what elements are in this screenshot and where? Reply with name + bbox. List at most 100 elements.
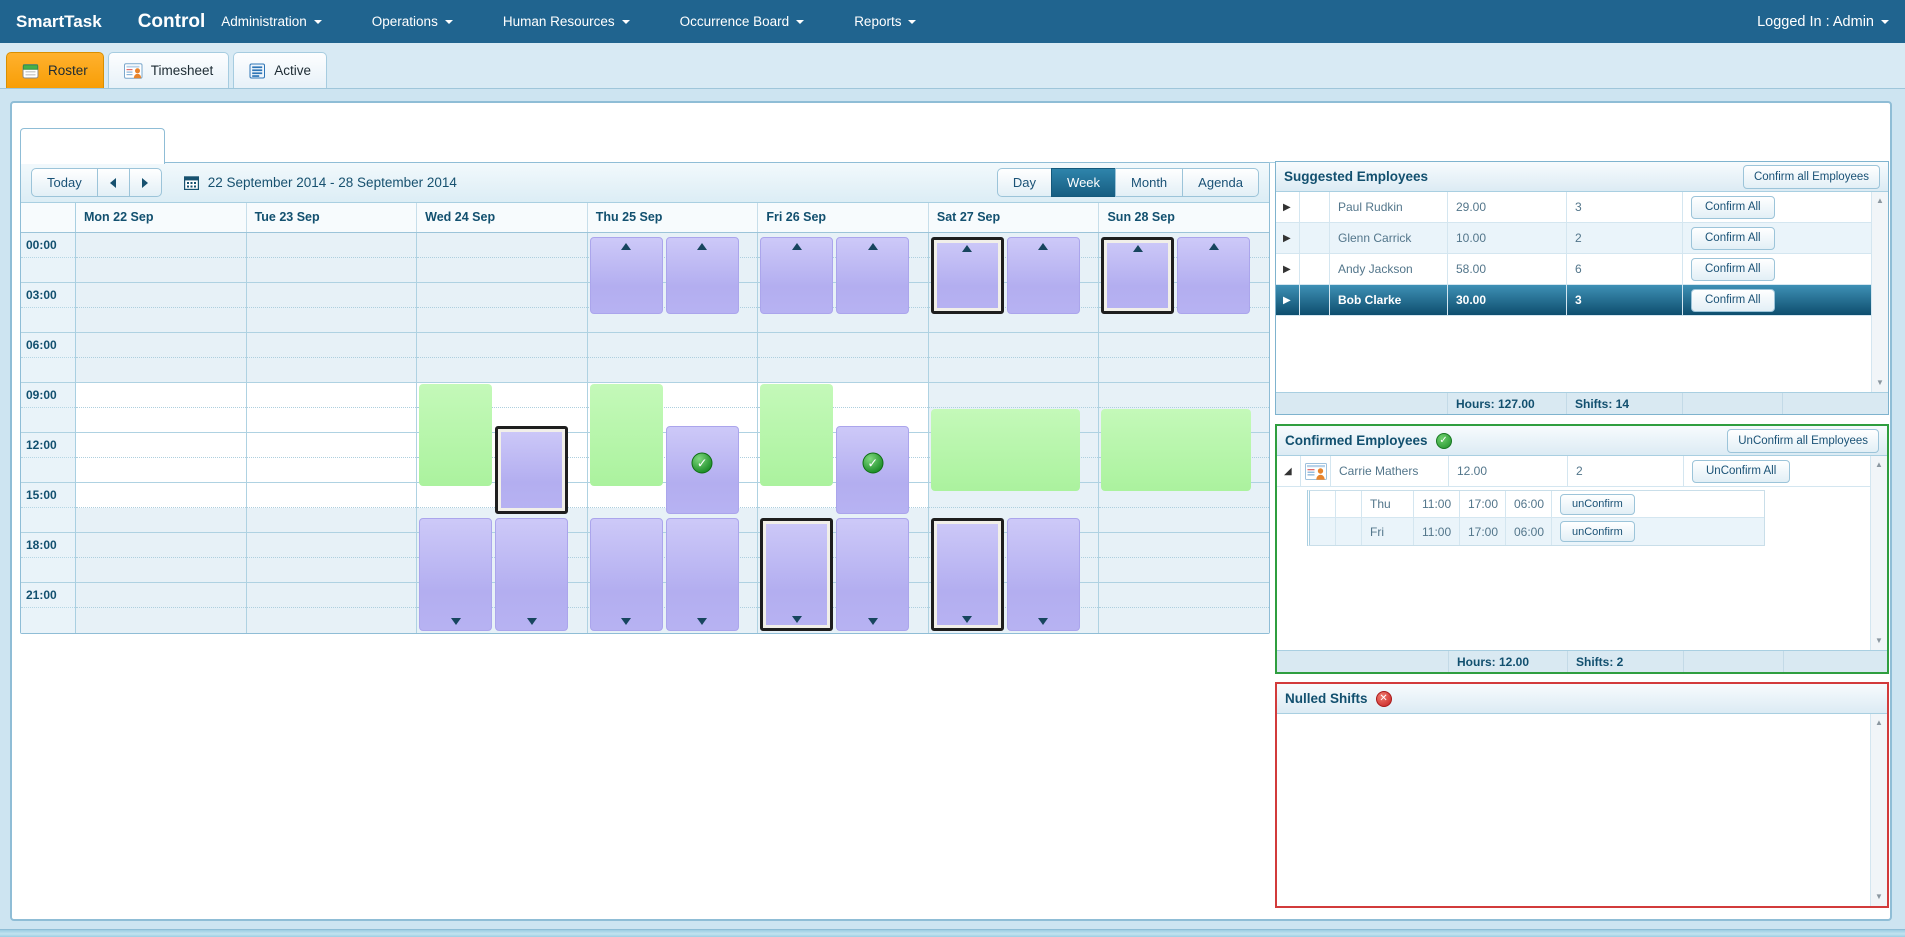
time-slot[interactable] [76,608,246,633]
time-slot[interactable] [417,233,587,258]
time-slot[interactable] [246,608,417,633]
nav-menu-occurrence-board[interactable]: Occurrence Board [680,14,805,29]
scroll-down-icon[interactable]: ▼ [1876,378,1884,387]
time-slot[interactable] [246,533,417,558]
time-slot[interactable] [76,458,246,483]
time-slot[interactable] [246,358,417,383]
shift-event[interactable]: ✓ [836,426,910,514]
time-slot[interactable] [1099,583,1270,608]
time-slot[interactable] [76,483,246,508]
time-slot[interactable] [1099,358,1270,383]
scroll-down-icon[interactable]: ▼ [1875,892,1883,901]
horizontal-scrollbar[interactable] [0,929,1905,937]
nav-menu-operations[interactable]: Operations [372,14,453,29]
time-slot[interactable] [417,258,587,283]
confirm-all-button[interactable]: Confirm All [1691,288,1775,312]
view-week[interactable]: Week [1051,168,1117,197]
shift-event[interactable] [1101,237,1175,314]
time-slot[interactable] [587,358,758,383]
time-slot[interactable] [246,433,417,458]
nav-menu-administration[interactable]: Administration [221,14,322,29]
shift-event[interactable] [836,518,910,631]
view-agenda[interactable]: Agenda [1182,168,1259,197]
shift-event[interactable] [1177,237,1251,314]
confirm-all-button[interactable]: Confirm All [1691,226,1775,250]
time-slot[interactable] [758,358,928,383]
time-slot[interactable] [1099,533,1270,558]
suggested-employee-row[interactable]: ▶ Paul Rudkin 29.00 3 Confirm All [1276,192,1888,223]
nav-menu-human-resources[interactable]: Human Resources [503,14,630,29]
scroll-up-icon[interactable]: ▲ [1875,718,1883,727]
time-slot[interactable] [246,558,417,583]
availability-block[interactable] [589,384,663,486]
time-slot[interactable] [76,308,246,333]
time-slot[interactable] [76,383,246,408]
date-range-label[interactable]: 22 September 2014 - 28 September 2014 [207,175,457,190]
shift-event[interactable] [760,237,834,314]
confirm-all-button[interactable]: Confirm All [1691,195,1775,219]
time-slot[interactable] [417,308,587,333]
time-slot[interactable] [246,508,417,533]
availability-block[interactable] [1101,409,1251,491]
time-slot[interactable] [76,408,246,433]
view-month[interactable]: Month [1115,168,1184,197]
prev-button[interactable] [96,168,130,197]
workspace-tab[interactable] [20,128,165,164]
suggested-employee-row[interactable]: ▶ Glenn Carrick 10.00 2 Confirm All [1276,223,1888,254]
time-slot[interactable] [417,333,587,358]
time-slot[interactable] [1099,333,1270,358]
shift-event[interactable]: ✓ [665,426,739,514]
nav-menu-reports[interactable]: Reports [854,14,917,29]
expand-icon[interactable]: ▶ [1276,254,1300,284]
time-slot[interactable] [928,383,1099,408]
expand-icon[interactable]: ▶ [1276,223,1300,253]
time-slot[interactable] [76,583,246,608]
time-slot[interactable] [76,558,246,583]
shift-event[interactable] [930,237,1004,314]
confirm-all-button[interactable]: Confirm All [1691,257,1775,281]
time-slot[interactable] [758,333,928,358]
unconfirm-all-button[interactable]: UnConfirm All [1692,459,1791,483]
logged-in-menu[interactable]: Logged In : Admin [1757,14,1889,30]
view-day[interactable]: Day [996,168,1053,197]
next-button[interactable] [128,168,162,197]
time-slot[interactable] [76,233,246,258]
nulled-scrollbar[interactable]: ▲ ▼ [1870,714,1887,906]
today-button[interactable]: Today [31,168,98,197]
scroll-down-icon[interactable]: ▼ [1875,636,1883,645]
time-slot[interactable] [1099,508,1270,533]
unconfirm-shift-button[interactable]: unConfirm [1560,521,1635,542]
tab-timesheet[interactable]: Timesheet [107,52,230,88]
expand-icon[interactable]: ▶ [1276,192,1300,222]
shift-event[interactable] [589,237,663,314]
time-slot[interactable] [246,333,417,358]
suggested-scrollbar[interactable]: ▲ ▼ [1871,192,1888,392]
shift-event[interactable] [930,518,1004,631]
time-slot[interactable] [76,258,246,283]
time-slot[interactable] [76,533,246,558]
confirmed-scrollbar[interactable]: ▲ ▼ [1870,456,1887,650]
shift-event[interactable] [760,518,834,631]
availability-block[interactable] [760,384,834,486]
unconfirm-all-employees-button[interactable]: UnConfirm all Employees [1727,428,1879,453]
shift-event[interactable] [836,237,910,314]
tab-active[interactable]: Active [233,52,328,88]
shift-detail-row[interactable]: Fri 11:00 17:00 06:00 unConfirm [1310,518,1764,545]
scroll-up-icon[interactable]: ▲ [1876,196,1884,205]
shift-event[interactable] [1006,237,1080,314]
shift-event[interactable] [495,518,569,631]
availability-block[interactable] [930,409,1081,491]
time-slot[interactable] [76,333,246,358]
time-slot[interactable] [928,333,1099,358]
unconfirm-shift-button[interactable]: unConfirm [1560,493,1635,515]
scroll-up-icon[interactable]: ▲ [1875,460,1883,469]
time-slot[interactable] [246,233,417,258]
suggested-employee-row[interactable]: ▶ Andy Jackson 58.00 6 Confirm All [1276,254,1888,285]
time-slot[interactable] [76,433,246,458]
tab-roster[interactable]: Roster [6,52,104,88]
expand-icon[interactable]: ▶ [1276,285,1300,315]
time-slot[interactable] [417,283,587,308]
time-slot[interactable] [1099,558,1270,583]
time-slot[interactable] [928,358,1099,383]
time-slot[interactable] [246,283,417,308]
